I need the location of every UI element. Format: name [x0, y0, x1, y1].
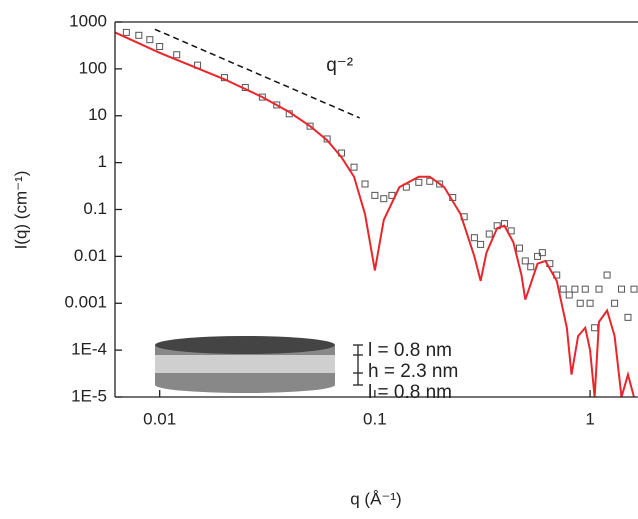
data-point [146, 36, 154, 44]
data-point [603, 271, 611, 279]
data-point [630, 285, 638, 293]
data-point [477, 240, 485, 248]
y-tick-label: 1E-5 [71, 386, 107, 405]
data-point [624, 313, 632, 321]
data-point [173, 51, 181, 59]
data-point [135, 31, 143, 39]
data-point [273, 101, 281, 109]
data-point [516, 244, 524, 252]
data-point [581, 285, 589, 293]
y-tick-label: 1000 [69, 11, 107, 30]
data-point [485, 230, 493, 238]
data-point [595, 285, 603, 293]
data-point [426, 177, 434, 185]
x-tick-label: 0.1 [363, 409, 387, 428]
data-point [559, 285, 567, 293]
disk-diagram [155, 336, 363, 393]
data-point [470, 234, 478, 242]
slope-label: q⁻² [326, 55, 353, 76]
data-point [527, 263, 535, 271]
data-point [534, 252, 542, 260]
data-point [122, 28, 130, 36]
y-axis-label: I(q) (cm⁻¹) [11, 171, 30, 250]
data-point [576, 299, 584, 307]
annotation: l = 0.8 nm [368, 340, 452, 361]
annotation: l = 0.8 nm [368, 382, 452, 403]
y-tick-label: 1 [98, 152, 107, 171]
data-point [350, 163, 358, 171]
data-point [618, 285, 626, 293]
data-point [306, 122, 314, 130]
data-point [258, 93, 266, 101]
y-tick-label: 0.1 [83, 199, 107, 218]
annotation: h = 2.3 nm [368, 361, 458, 382]
y-tick-label: 0.001 [64, 293, 107, 312]
y-tick-label: 100 [79, 58, 107, 77]
data-point [586, 299, 594, 307]
data-point [361, 180, 369, 188]
x-tick-label: 1 [585, 409, 594, 428]
y-tick-label: 10 [88, 105, 107, 124]
plot-area [115, 28, 638, 397]
y-tick-label: 1E-4 [71, 340, 107, 359]
model-line [115, 31, 635, 397]
data-point [611, 299, 619, 307]
data-point [156, 43, 164, 51]
data-point [538, 249, 546, 257]
data-point [371, 191, 379, 199]
x-tick-label: 0.01 [143, 409, 176, 428]
y-tick-label: 0.01 [74, 246, 107, 265]
data-point [591, 324, 599, 332]
data-point [415, 178, 423, 186]
slope-guide [154, 28, 360, 119]
data-point [571, 285, 579, 293]
x-axis-label: q (Å⁻¹) [350, 489, 401, 508]
data-point [565, 291, 573, 299]
data-point [436, 180, 444, 188]
data-point [521, 257, 529, 265]
data-point [380, 195, 388, 203]
